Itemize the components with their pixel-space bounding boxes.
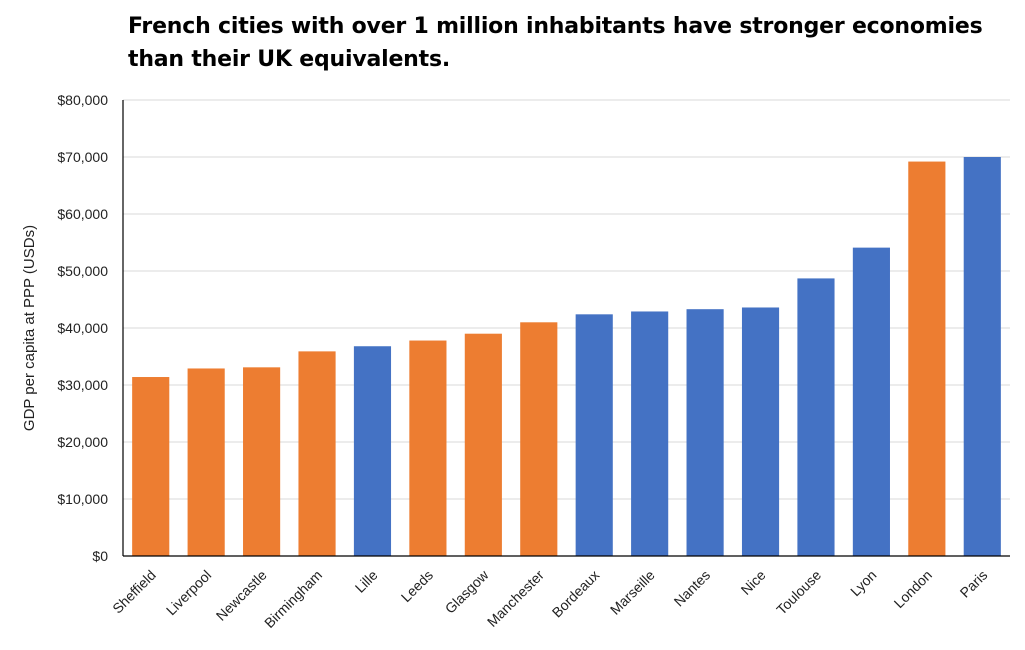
x-tick-label: Newcastle: [213, 567, 270, 624]
y-tick-label: $10,000: [57, 491, 108, 507]
x-tick-label: Toulouse: [773, 567, 824, 618]
bar-birmingham: [298, 351, 336, 556]
x-tick-label: Liverpool: [163, 567, 214, 618]
bar-sheffield: [132, 377, 170, 556]
x-tick-label: Nantes: [671, 567, 714, 610]
y-tick-label: $60,000: [57, 206, 108, 222]
chart-title: French cities with over 1 million inhabi…: [128, 14, 983, 72]
y-tick-label: $30,000: [57, 377, 108, 393]
y-tick-labels: $0 $10,000 $20,000 $30,000 $40,000 $50,000 $60…: [57, 92, 108, 564]
y-tick-label: $70,000: [57, 149, 108, 165]
x-tick-label: Sheffield: [109, 567, 159, 617]
x-tick-label: Paris: [957, 567, 991, 601]
x-tick-label: Glasgow: [442, 566, 492, 616]
y-tick-label: $80,000: [57, 92, 108, 108]
bar-nice: [741, 307, 780, 556]
bar-lyon: [852, 247, 890, 556]
y-axis-label: GDP per capita at PPP (USDs): [21, 225, 38, 431]
bar-bordeaux: [575, 314, 613, 556]
bar-liverpool: [187, 368, 225, 556]
bar-toulouse: [797, 278, 835, 556]
x-tick-label: Birmingham: [261, 567, 325, 631]
y-tick-label: $0: [92, 548, 108, 564]
x-tick-label: Marseille: [607, 567, 658, 618]
bar-glasgow: [464, 333, 502, 556]
x-tick-label: Manchester: [484, 567, 547, 630]
x-tick-label: Lille: [352, 567, 381, 596]
bar-lille: [353, 346, 392, 556]
x-tick-label: London: [891, 567, 935, 611]
bars: [132, 157, 1001, 556]
bar-nantes: [686, 309, 724, 556]
y-tick-label: $20,000: [57, 434, 108, 450]
x-tick-label: Leeds: [398, 567, 436, 605]
bar-newcastle: [243, 367, 281, 556]
bar-marseille: [631, 311, 669, 556]
x-tick-label: Lyon: [847, 567, 879, 599]
y-tick-label: $50,000: [57, 263, 108, 279]
bar-manchester: [520, 322, 558, 556]
y-tick-label: $40,000: [57, 320, 108, 336]
x-tick-label: Nice: [738, 567, 769, 598]
x-tick-label: Bordeaux: [549, 567, 603, 621]
bar-london: [908, 161, 946, 556]
bar-paris: [963, 157, 1001, 556]
bar-leeds: [409, 340, 447, 556]
